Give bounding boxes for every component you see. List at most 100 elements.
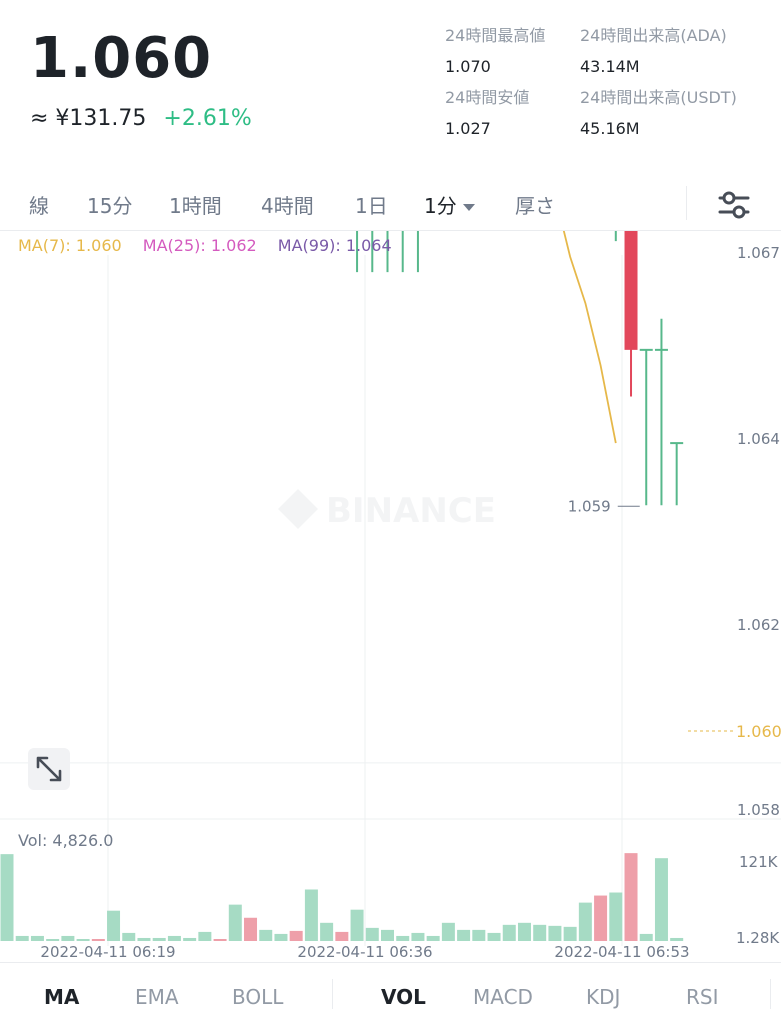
candle-body xyxy=(624,231,638,350)
volume-bar xyxy=(259,929,273,941)
price-axis-label: 1.067 xyxy=(737,244,780,262)
volume-bar xyxy=(91,939,105,941)
ticker-header: 1.060 ≈ ¥131.75 +2.61% 24時間最高値 1.070 24時… xyxy=(0,0,781,170)
volume-bar xyxy=(670,937,684,941)
stat-24h-low-value: 1.027 xyxy=(445,119,491,138)
interval-more-dropdown[interactable]: 1分 xyxy=(424,190,475,219)
ma7-line xyxy=(562,231,617,444)
stat-24h-high-value: 1.070 xyxy=(445,57,491,76)
volume-bar xyxy=(441,922,455,941)
volume-bar xyxy=(107,910,121,941)
volume-bar xyxy=(289,930,303,941)
low-marker-label: 1.059 xyxy=(568,497,611,515)
kline-chart-canvas: BINANCE1.0671.0591.0671.0641.0621.0581.0… xyxy=(0,231,781,961)
tab-boll[interactable]: BOLL xyxy=(232,985,284,1009)
volume-bar xyxy=(122,932,136,941)
tab-macd[interactable]: MACD xyxy=(473,985,533,1009)
approx-price-row: ≈ ¥131.75 +2.61% xyxy=(30,106,252,131)
volume-bar xyxy=(0,854,14,941)
price-axis-label: 1.064 xyxy=(737,430,780,448)
volume-bar xyxy=(350,909,364,941)
time-axis-label: 2022-04-11 06:36 xyxy=(297,943,432,961)
volume-axis-label: 1.28K xyxy=(736,929,780,947)
volume-bar xyxy=(61,935,75,941)
volume-bar xyxy=(563,926,577,941)
stat-24h-volume-base-value: 43.14M xyxy=(580,57,640,76)
volume-bar xyxy=(548,925,562,941)
svg-text:BINANCE: BINANCE xyxy=(326,491,496,531)
volume-bar xyxy=(183,937,197,941)
volume-bar xyxy=(274,933,288,941)
volume-bar xyxy=(624,853,638,941)
volume-bar xyxy=(517,922,531,941)
stat-24h-volume-base: 24時間出来高(ADA) 43.14M xyxy=(580,22,727,76)
tab-ema[interactable]: EMA xyxy=(135,985,179,1009)
ma-legend: MA(7): 1.060 MA(25): 1.062 MA(99): 1.064 xyxy=(18,236,408,255)
stat-24h-volume-quote-label: 24時間出来高(USDT) xyxy=(580,88,737,107)
time-axis-label: 2022-04-11 06:19 xyxy=(40,943,175,961)
volume-legend: Vol: 4,826.0 xyxy=(18,831,114,850)
volume-bar xyxy=(578,902,592,941)
interval-divider xyxy=(686,186,687,220)
sliders-icon[interactable] xyxy=(716,188,752,222)
volume-bar xyxy=(304,889,318,941)
interval-4h[interactable]: 4時間 xyxy=(261,194,314,218)
volume-bar xyxy=(487,932,501,941)
volume-bar xyxy=(472,929,486,941)
ma25-legend: MA(25): 1.062 xyxy=(142,236,257,255)
volume-bar xyxy=(533,924,547,941)
volume-bar xyxy=(198,931,212,941)
tabs-divider xyxy=(332,979,333,1009)
interval-1h[interactable]: 1時間 xyxy=(169,194,222,218)
volume-bar xyxy=(411,932,425,941)
volume-bar xyxy=(46,939,60,941)
expand-arrows-icon[interactable] xyxy=(28,748,70,790)
volume-bar xyxy=(213,939,227,941)
last-price: 1.060 xyxy=(30,26,213,91)
volume-bar xyxy=(396,935,410,941)
time-axis-label: 2022-04-11 06:53 xyxy=(554,943,689,961)
indicator-tabs: MA EMA BOLL VOL MACD KDJ RSI xyxy=(0,962,781,1025)
interval-more-label: 1分 xyxy=(424,194,457,218)
interval-bar: 線 15分 1時間 4時間 1日 1分 厚さ xyxy=(0,180,781,231)
stat-24h-high: 24時間最高値 1.070 xyxy=(445,22,545,76)
stat-24h-volume-quote: 24時間出来高(USDT) 45.16M xyxy=(580,84,737,138)
tab-rsi[interactable]: RSI xyxy=(686,985,719,1009)
tabs-divider-end xyxy=(770,979,771,1009)
kline-chart[interactable]: BINANCE1.0671.0591.0671.0641.0621.0581.0… xyxy=(0,231,781,961)
volume-bar xyxy=(365,927,379,941)
stat-24h-volume-quote-value: 45.16M xyxy=(580,119,640,138)
volume-bar xyxy=(30,935,44,941)
volume-bar xyxy=(639,933,653,941)
price-axis-label: 1.062 xyxy=(737,616,780,634)
price-axis-label: 1.058 xyxy=(737,801,780,819)
volume-bar xyxy=(244,917,258,941)
ma7-legend: MA(7): 1.060 xyxy=(18,236,122,255)
volume-bar xyxy=(502,924,516,941)
binance-watermark: BINANCE xyxy=(278,489,496,531)
volume-bar xyxy=(654,858,668,941)
volume-bar xyxy=(76,939,90,941)
approx-fiat-price: ≈ ¥131.75 xyxy=(30,106,147,131)
volume-bar xyxy=(594,895,608,941)
stat-24h-low-label: 24時間安値 xyxy=(445,88,530,107)
stat-24h-low: 24時間安値 1.027 xyxy=(445,84,529,138)
stat-24h-volume-base-label: 24時間出来高(ADA) xyxy=(580,26,727,45)
current-price-tag xyxy=(734,719,781,743)
change-percent: +2.61% xyxy=(163,106,252,131)
volume-bar xyxy=(609,892,623,941)
tab-kdj[interactable]: KDJ xyxy=(586,985,621,1009)
interval-1d[interactable]: 1日 xyxy=(355,194,388,218)
volume-bar xyxy=(457,929,471,941)
tab-vol[interactable]: VOL xyxy=(381,985,426,1009)
volume-bar xyxy=(381,929,394,941)
interval-15m[interactable]: 15分 xyxy=(87,194,133,218)
ma99-legend: MA(99): 1.064 xyxy=(277,236,392,255)
depth-tab[interactable]: 厚さ xyxy=(515,194,555,218)
interval-line[interactable]: 線 xyxy=(29,194,49,218)
volume-bar xyxy=(335,931,349,941)
volume-axis-label: 121K xyxy=(739,853,779,871)
tab-ma[interactable]: MA xyxy=(44,985,80,1009)
stat-24h-high-label: 24時間最高値 xyxy=(445,26,546,45)
current-price-label: 1.060 xyxy=(736,722,781,741)
